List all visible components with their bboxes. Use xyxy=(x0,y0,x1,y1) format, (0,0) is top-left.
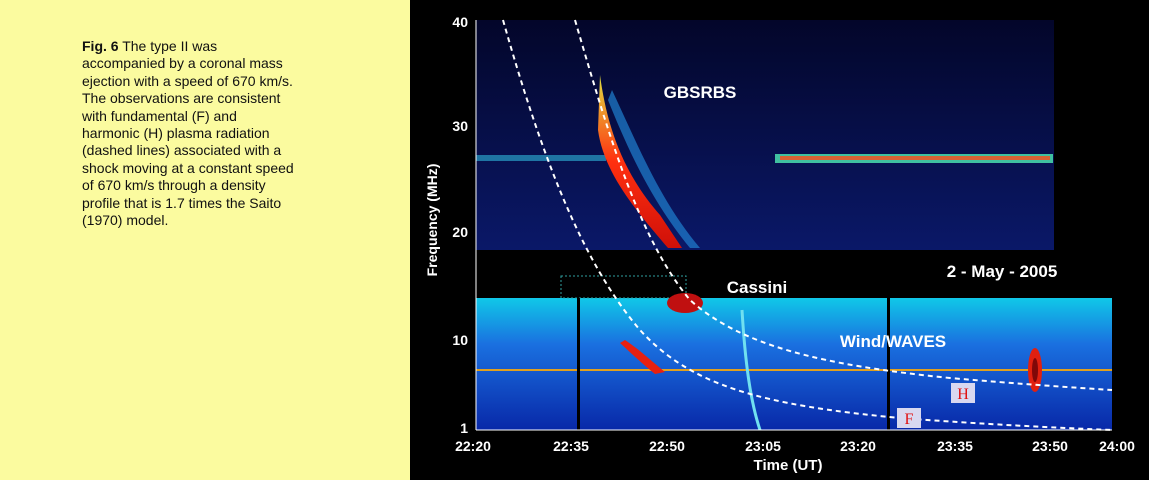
caption-label: Fig. 6 xyxy=(82,38,119,54)
band xyxy=(476,155,606,161)
x-tick-label: 23:05 xyxy=(745,438,781,454)
caption: Fig. 6 The type II was accompanied by a … xyxy=(82,38,297,229)
f-box xyxy=(897,408,921,428)
burst xyxy=(1032,358,1038,382)
h-box xyxy=(951,383,975,403)
date-label: 2 - May - 2005 xyxy=(947,262,1058,281)
band xyxy=(780,156,1050,160)
panel-label: Cassini xyxy=(727,278,787,297)
y-tick-label: 1 xyxy=(460,420,468,436)
f-label: F xyxy=(905,411,914,428)
y-tick-label: 20 xyxy=(452,224,468,240)
y-tick-label: 30 xyxy=(452,118,468,134)
burst xyxy=(598,75,682,248)
wind-panel xyxy=(476,298,1112,430)
gbsrbs-panel xyxy=(476,20,1054,250)
x-tick-label: 22:50 xyxy=(649,438,685,454)
x-tick-label: 24:00 xyxy=(1099,438,1135,454)
panel-label: Wind/WAVES xyxy=(840,332,946,351)
x-tick-label: 23:35 xyxy=(937,438,973,454)
x-tick-label: 22:20 xyxy=(455,438,491,454)
x-tick-label: 23:20 xyxy=(840,438,876,454)
cassini-box xyxy=(560,275,687,299)
panel-label: GBSRBS xyxy=(664,83,737,102)
h-curve xyxy=(574,19,1113,391)
y-tick-label: 40 xyxy=(452,14,468,30)
y-tick-label: 10 xyxy=(452,332,468,348)
h-label: H xyxy=(957,386,969,403)
caption-text: The type II was accompanied by a coronal… xyxy=(82,38,294,229)
spectrogram-figure: GBSRBS 2 - May - 2005 Cassini Wind/WAVES… xyxy=(410,0,1149,480)
x-tick-label: 22:35 xyxy=(553,438,589,454)
f-curve xyxy=(502,19,1113,431)
data-gap xyxy=(577,298,580,430)
band xyxy=(476,369,1112,371)
x-axis-title: Time (UT) xyxy=(754,457,823,474)
burst xyxy=(608,90,700,248)
burst xyxy=(667,293,703,313)
data-gap xyxy=(887,298,890,430)
y-axis-title: Frequency (MHz) xyxy=(424,164,440,277)
burst xyxy=(620,340,665,374)
burst xyxy=(740,309,762,431)
x-tick-label: 23:50 xyxy=(1032,438,1068,454)
